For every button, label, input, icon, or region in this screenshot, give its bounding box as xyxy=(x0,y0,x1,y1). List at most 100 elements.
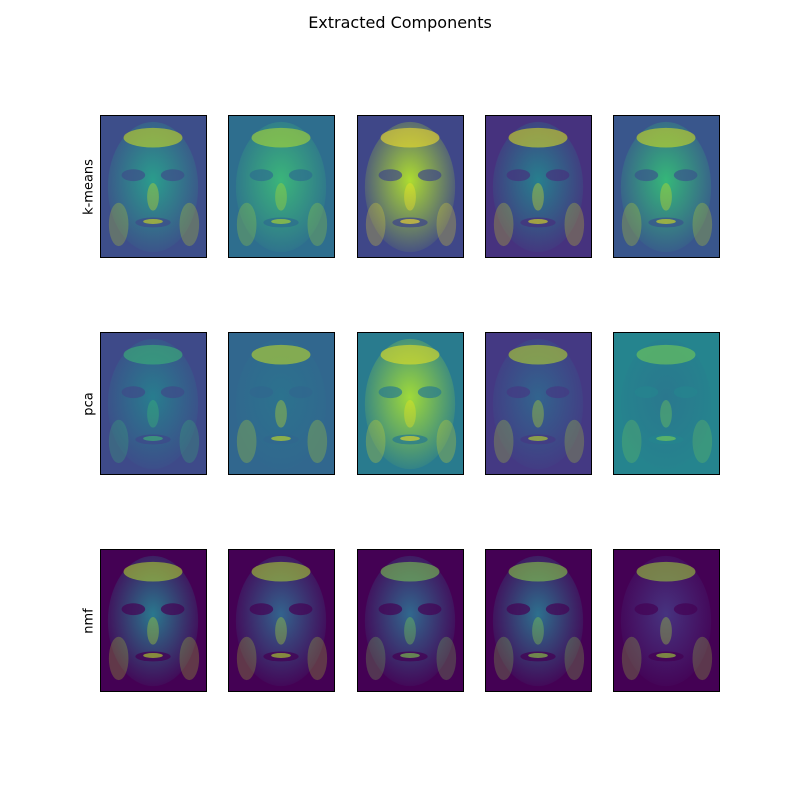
row-label-nmf: nmf xyxy=(81,608,97,634)
right-eye-region xyxy=(417,169,442,182)
component-image xyxy=(358,116,463,257)
forehead-highlight xyxy=(251,344,311,365)
left-cheek-shade xyxy=(621,202,642,247)
left-cheek-shade xyxy=(493,636,514,681)
right-eye-region xyxy=(545,603,570,616)
teeth-highlight xyxy=(528,219,548,224)
component-panel-nmf-3 xyxy=(357,549,464,692)
left-eye-region xyxy=(378,169,403,182)
left-eye-region xyxy=(249,169,274,182)
right-cheek-shade xyxy=(436,202,457,247)
right-eye-region xyxy=(417,386,442,399)
nose-region xyxy=(660,183,672,211)
right-cheek-shade xyxy=(179,202,200,247)
component-panel-pca-3 xyxy=(357,332,464,475)
right-cheek-shade xyxy=(307,636,328,681)
row-label-kmeans: k-means xyxy=(81,159,97,215)
left-cheek-shade xyxy=(365,419,386,464)
left-cheek-shade xyxy=(108,202,129,247)
face-region xyxy=(235,555,327,687)
right-cheek-shade xyxy=(436,419,457,464)
left-eye-region xyxy=(249,386,274,399)
right-cheek-shade xyxy=(692,419,713,464)
right-eye-region xyxy=(160,603,185,616)
nose-region xyxy=(404,183,416,211)
right-cheek-shade xyxy=(564,636,585,681)
face-region xyxy=(235,121,327,253)
left-eye-region xyxy=(121,603,146,616)
face-region xyxy=(620,555,712,687)
forehead-highlight xyxy=(380,561,440,582)
left-cheek-shade xyxy=(365,202,386,247)
left-eye-region xyxy=(634,386,659,399)
left-eye-region xyxy=(249,603,274,616)
left-cheek-shade xyxy=(108,636,129,681)
teeth-highlight xyxy=(656,436,676,441)
right-cheek-shade xyxy=(307,419,328,464)
component-image xyxy=(229,116,334,257)
left-eye-region xyxy=(634,603,659,616)
component-image xyxy=(486,333,591,474)
face-region xyxy=(364,338,456,470)
component-panel-pca-2 xyxy=(228,332,335,475)
nose-region xyxy=(660,617,672,645)
component-image xyxy=(486,550,591,691)
nose-region xyxy=(404,400,416,428)
component-panel-pca-4 xyxy=(485,332,592,475)
figure-title: Extracted Components xyxy=(308,13,492,32)
forehead-highlight xyxy=(636,127,696,148)
forehead-highlight xyxy=(123,344,183,365)
left-cheek-shade xyxy=(493,419,514,464)
right-cheek-shade xyxy=(692,202,713,247)
component-image xyxy=(614,550,719,691)
right-cheek-shade xyxy=(179,419,200,464)
right-cheek-shade xyxy=(692,636,713,681)
teeth-highlight xyxy=(656,653,676,658)
teeth-highlight xyxy=(143,219,163,224)
forehead-highlight xyxy=(380,127,440,148)
component-panel-k-means-5 xyxy=(613,115,720,258)
forehead-highlight xyxy=(636,561,696,582)
forehead-highlight xyxy=(508,344,568,365)
left-cheek-shade xyxy=(236,202,257,247)
component-image xyxy=(101,333,206,474)
component-panel-k-means-3 xyxy=(357,115,464,258)
component-image xyxy=(358,550,463,691)
nose-region xyxy=(532,183,544,211)
nose-region xyxy=(275,183,287,211)
left-cheek-shade xyxy=(236,419,257,464)
teeth-highlight xyxy=(528,653,548,658)
right-cheek-shade xyxy=(564,202,585,247)
left-cheek-shade xyxy=(236,636,257,681)
component-panel-nmf-2 xyxy=(228,549,335,692)
teeth-highlight xyxy=(143,653,163,658)
face-region xyxy=(492,121,584,253)
component-image xyxy=(229,550,334,691)
nose-region xyxy=(660,400,672,428)
forehead-highlight xyxy=(251,561,311,582)
right-eye-region xyxy=(545,386,570,399)
nose-region xyxy=(147,617,159,645)
face-region xyxy=(235,338,327,470)
left-eye-region xyxy=(378,386,403,399)
face-region xyxy=(620,121,712,253)
nose-region xyxy=(275,617,287,645)
teeth-highlight xyxy=(528,436,548,441)
left-eye-region xyxy=(378,603,403,616)
row-label-pca: pca xyxy=(81,392,97,416)
left-eye-region xyxy=(634,169,659,182)
right-eye-region xyxy=(288,169,313,182)
component-image xyxy=(486,116,591,257)
teeth-highlight xyxy=(656,219,676,224)
nose-region xyxy=(147,183,159,211)
component-image xyxy=(101,116,206,257)
left-eye-region xyxy=(506,603,531,616)
teeth-highlight xyxy=(143,436,163,441)
right-eye-region xyxy=(673,169,698,182)
component-panel-k-means-1 xyxy=(100,115,207,258)
component-image xyxy=(614,333,719,474)
component-panel-k-means-2 xyxy=(228,115,335,258)
nose-region xyxy=(275,400,287,428)
component-panel-k-means-4 xyxy=(485,115,592,258)
